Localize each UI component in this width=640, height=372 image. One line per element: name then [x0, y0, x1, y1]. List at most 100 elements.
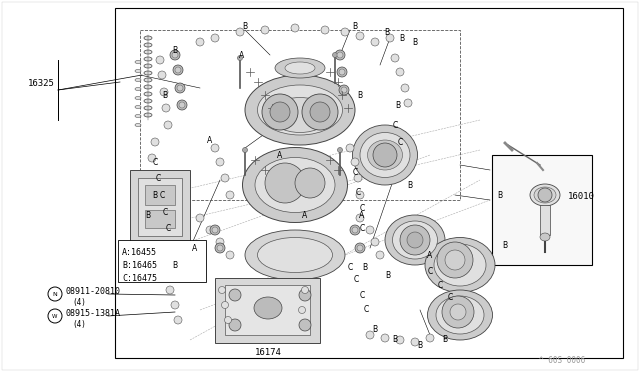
Ellipse shape — [357, 245, 363, 251]
Ellipse shape — [135, 96, 141, 99]
Ellipse shape — [392, 221, 438, 259]
Ellipse shape — [353, 125, 417, 185]
Ellipse shape — [339, 85, 349, 95]
Ellipse shape — [401, 84, 409, 92]
Ellipse shape — [445, 250, 465, 270]
Ellipse shape — [261, 26, 269, 34]
Ellipse shape — [299, 319, 311, 331]
Ellipse shape — [538, 188, 552, 202]
Ellipse shape — [371, 238, 379, 246]
Ellipse shape — [144, 50, 152, 54]
Text: 08911-20810: 08911-20810 — [66, 286, 121, 295]
Text: C: C — [364, 305, 369, 314]
Ellipse shape — [295, 168, 325, 198]
Ellipse shape — [302, 94, 338, 130]
Text: C: C — [428, 267, 433, 276]
Text: B: B — [412, 38, 417, 46]
Ellipse shape — [206, 226, 214, 234]
Text: 16325: 16325 — [28, 78, 55, 87]
Text: B: B — [172, 45, 177, 55]
Ellipse shape — [144, 57, 152, 61]
Bar — [130, 170, 190, 245]
Ellipse shape — [381, 334, 389, 342]
Ellipse shape — [254, 297, 282, 319]
Text: C: C — [163, 208, 168, 217]
Text: C: C — [355, 187, 360, 196]
Text: B: B — [385, 270, 390, 279]
Ellipse shape — [335, 50, 345, 60]
Ellipse shape — [270, 97, 330, 132]
Text: B: B — [243, 22, 248, 31]
Ellipse shape — [144, 85, 152, 89]
Text: A: A — [302, 211, 308, 219]
Ellipse shape — [411, 338, 419, 346]
Ellipse shape — [48, 309, 62, 323]
Ellipse shape — [170, 50, 180, 60]
Ellipse shape — [255, 157, 335, 212]
Ellipse shape — [356, 214, 364, 222]
Text: B: B — [417, 340, 422, 350]
Text: B: B — [163, 90, 168, 99]
Ellipse shape — [221, 301, 228, 308]
Text: B: B — [353, 22, 358, 31]
Text: A: A — [277, 151, 283, 160]
Text: W: W — [52, 314, 58, 318]
Text: B: B — [408, 180, 413, 189]
Ellipse shape — [425, 237, 495, 292]
Ellipse shape — [360, 132, 410, 177]
Ellipse shape — [366, 226, 374, 234]
Bar — [492, 155, 592, 265]
Ellipse shape — [337, 67, 347, 77]
Text: C: C — [360, 291, 365, 299]
Ellipse shape — [226, 251, 234, 259]
Ellipse shape — [333, 52, 337, 58]
Ellipse shape — [310, 102, 330, 122]
Ellipse shape — [135, 78, 141, 81]
Ellipse shape — [225, 317, 232, 324]
Text: B: B — [362, 263, 367, 273]
Ellipse shape — [291, 24, 299, 32]
Bar — [225, 285, 310, 335]
Ellipse shape — [162, 104, 170, 112]
Ellipse shape — [216, 238, 224, 246]
Ellipse shape — [135, 61, 141, 64]
Ellipse shape — [351, 158, 359, 166]
Ellipse shape — [48, 287, 62, 301]
Text: A:16455: A:16455 — [122, 248, 157, 257]
Ellipse shape — [404, 99, 412, 107]
Ellipse shape — [426, 334, 434, 342]
Text: 16010: 16010 — [568, 192, 595, 201]
Ellipse shape — [160, 88, 168, 96]
Text: N: N — [52, 292, 58, 296]
Ellipse shape — [216, 158, 224, 166]
Text: B: B — [372, 326, 378, 334]
Ellipse shape — [175, 83, 185, 93]
Ellipse shape — [245, 230, 345, 280]
Ellipse shape — [265, 163, 305, 203]
Text: B: B — [497, 190, 502, 199]
Ellipse shape — [148, 154, 156, 162]
Ellipse shape — [299, 289, 311, 301]
Text: C: C — [360, 203, 365, 212]
Text: C: C — [165, 224, 171, 232]
Ellipse shape — [437, 242, 473, 278]
Ellipse shape — [174, 316, 182, 324]
Ellipse shape — [144, 113, 152, 117]
Text: C: C — [353, 276, 358, 285]
Ellipse shape — [144, 43, 152, 47]
Ellipse shape — [534, 187, 556, 203]
Ellipse shape — [257, 85, 342, 135]
Text: B: B — [442, 336, 447, 344]
Ellipse shape — [407, 232, 423, 248]
Ellipse shape — [385, 215, 445, 265]
Ellipse shape — [135, 87, 141, 90]
Ellipse shape — [356, 32, 364, 40]
Text: 08915-1381A: 08915-1381A — [66, 308, 121, 317]
Ellipse shape — [346, 144, 354, 152]
Text: (4): (4) — [72, 320, 86, 328]
Text: C: C — [152, 157, 157, 167]
Text: C: C — [353, 167, 358, 176]
Ellipse shape — [166, 286, 174, 294]
Ellipse shape — [285, 62, 315, 74]
Text: C: C — [156, 173, 161, 183]
